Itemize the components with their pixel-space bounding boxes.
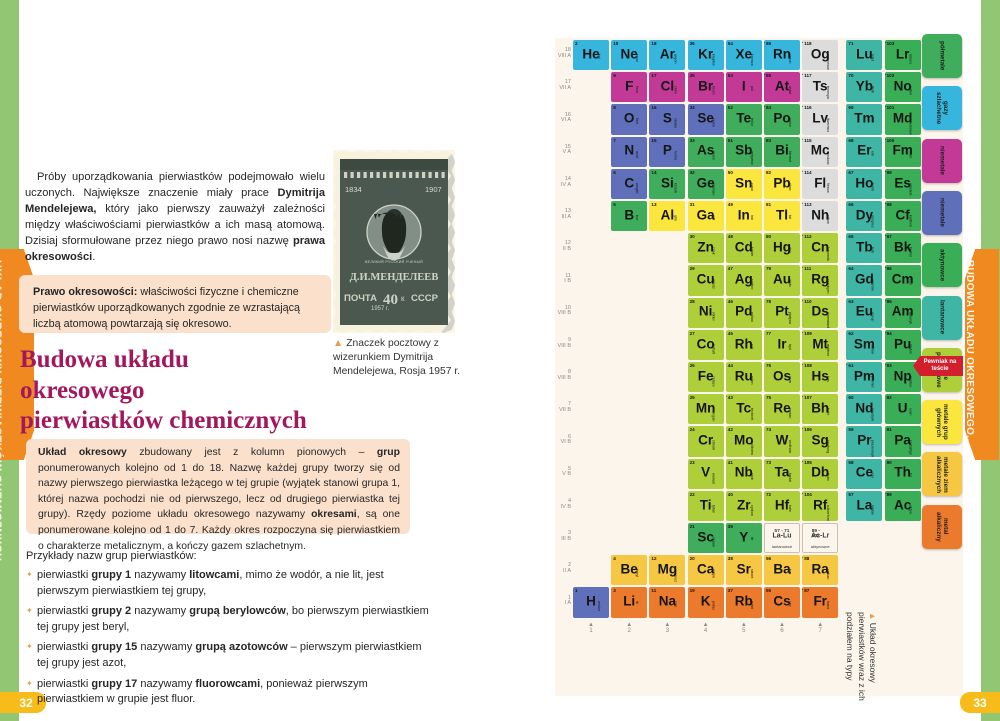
- svg-text:СССР: СССР: [411, 293, 439, 304]
- svg-text:1907: 1907: [425, 185, 442, 194]
- svg-text:1834: 1834: [345, 185, 362, 194]
- svg-text:ВЕЛИКИЙ РУССКИЙ УЧЕНЫЙ: ВЕЛИКИЙ РУССКИЙ УЧЕНЫЙ: [365, 260, 423, 264]
- svg-text:1957 г.: 1957 г.: [371, 306, 389, 312]
- svg-text:к: к: [401, 294, 405, 303]
- svg-text:ПОЧТА: ПОЧТА: [344, 293, 377, 304]
- svg-text:Д.И.МЕНДЕЛЕЕВ: Д.И.МЕНДЕЛЕЕВ: [350, 272, 439, 283]
